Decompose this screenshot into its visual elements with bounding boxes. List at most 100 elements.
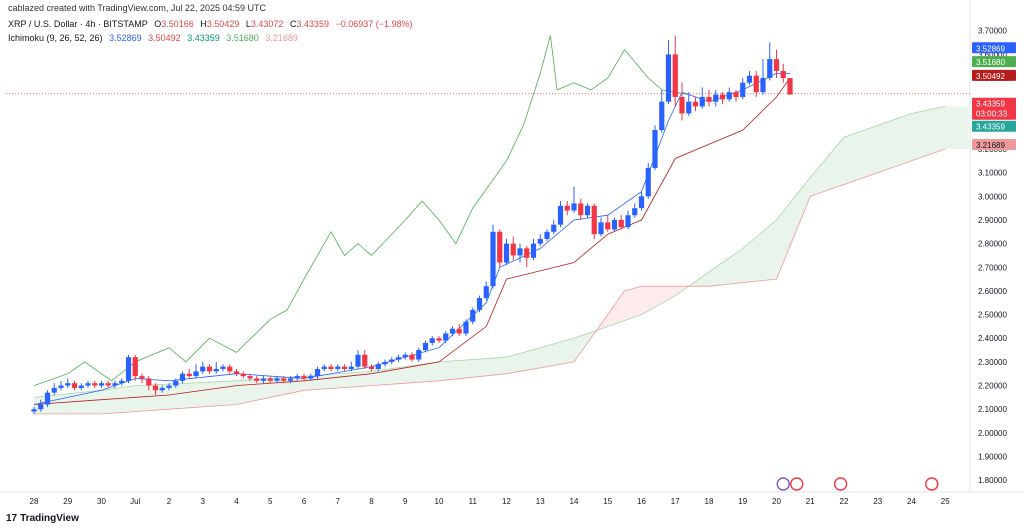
x-tick-label: 8 [369,497,374,506]
candle-body [537,238,543,244]
y-tick-label: 1.80000 [978,476,1007,485]
candle-body [429,338,435,343]
candle-body [71,383,78,388]
candle-body [38,404,44,410]
price-badge-text: 3.52869 [976,44,1005,53]
tradingview-brand[interactable]: 17 TradingView [6,513,79,524]
candle-body [659,101,665,131]
x-tick-label: 25 [941,497,950,506]
candle-body [274,378,280,381]
x-tick-label: 7 [336,497,341,506]
ohlc-change: −0.06937 (−1.98%) [335,19,413,29]
candle-body [551,224,557,232]
indicator-legend-row: Ichimoku (9, 26, 52, 26) 3.52869 3.50492… [8,33,302,43]
candle-body [524,248,530,258]
candle-body [179,373,186,381]
candle-body [200,366,206,372]
indicator-kijun-value: 3.50492 [148,33,181,43]
event-flag-icon [776,477,790,491]
indicator-senkou-a-value: 3.51680 [226,33,259,43]
candle-body [740,82,746,97]
cloud-bearish-area [597,286,686,330]
x-tick-label: 17 [671,497,680,506]
indicator-tenkan-value: 3.52869 [109,33,142,43]
y-tick-label: 2.40000 [978,334,1007,343]
price-axis: 1.80000 1.90000 2.00000 2.10000 2.20000 2.300… [978,27,1007,485]
ohlc-low: 3.43072 [250,19,284,29]
tradingview-logo-icon: 17 [6,513,18,524]
price-badge-text: 3.21689 [976,141,1005,150]
countdown-text: 03:00:33 [976,110,1008,119]
x-tick-label: 12 [502,497,511,506]
x-tick-label: 5 [268,497,273,506]
candle-body [362,354,368,367]
candle-body [132,357,138,377]
candle-body [112,383,118,386]
candle-body [645,167,651,197]
candle-body [186,373,192,377]
symbol-legend-row: XRP / U.S. Dollar · 4h · BITSTAMP O3.501… [8,19,417,29]
ohlc-open: 3.50166 [161,19,194,29]
price-badge-text: 3.43359 [976,100,1005,109]
candle-body [672,54,678,97]
created-by-caption: cablazed created with TradingView.com, J… [8,3,266,13]
x-tick-label: 15 [603,497,612,506]
candle-body [476,298,483,310]
candle-body [220,366,226,369]
candle-body [213,368,219,372]
candle-body [287,378,294,381]
indicator-name: Ichimoku (9, 26, 52, 26) [8,33,103,43]
cloud-bullish-area [688,106,969,287]
candle-body [780,70,786,79]
candle-body [422,342,429,351]
candle-body [105,383,111,386]
candle-body [767,59,773,79]
candle-body [510,243,516,256]
candle-body [335,366,341,369]
candle-body [564,205,570,211]
candle-body [686,101,692,114]
candle-body [294,376,300,379]
price-badge [972,56,1016,68]
candle-body [530,243,537,258]
candle-body [254,378,260,381]
price-badge [972,120,1016,132]
candle-body [31,409,37,412]
time-axis: 28 29 30 Jul 2 3 4 5 6 7 8 9 10 11 12 13 14 15 16 17 18 19 20 2… [30,497,951,506]
candle-body [692,101,699,107]
candle-body [65,383,71,386]
ichimoku-cloud [34,106,969,414]
candle-body [382,361,388,365]
x-tick-label: 30 [97,497,106,506]
y-tick-label: 2.90000 [978,216,1007,225]
y-tick-label: 2.10000 [978,405,1007,414]
candle-body [416,350,422,360]
x-tick-label: 9 [403,497,408,506]
candle-body [159,387,165,391]
y-tick-label: 2.70000 [978,263,1007,272]
candle-body [679,96,685,114]
event-flag-icon [925,477,939,491]
candle-body [652,130,658,168]
candle-body [301,376,307,379]
x-tick-label: 6 [302,497,307,506]
candle-body [173,380,179,386]
x-tick-label: 4 [234,497,239,506]
y-tick-label: 3.00000 [978,192,1007,201]
x-tick-label: Jul [130,497,140,506]
ohlc-open-label: O [154,19,162,29]
candle-body [557,205,564,225]
candle-body [544,231,550,239]
candle-body [713,94,719,102]
candle-body [483,286,489,299]
x-tick-label: 11 [469,497,478,506]
x-tick-label: 23 [873,497,882,506]
candle-body [409,354,415,360]
candle-body [605,222,611,230]
x-tick-label: 19 [738,497,747,506]
candle-body [517,248,523,256]
candle-body [125,357,132,381]
candle-body [665,54,672,102]
candle-body [247,376,253,379]
